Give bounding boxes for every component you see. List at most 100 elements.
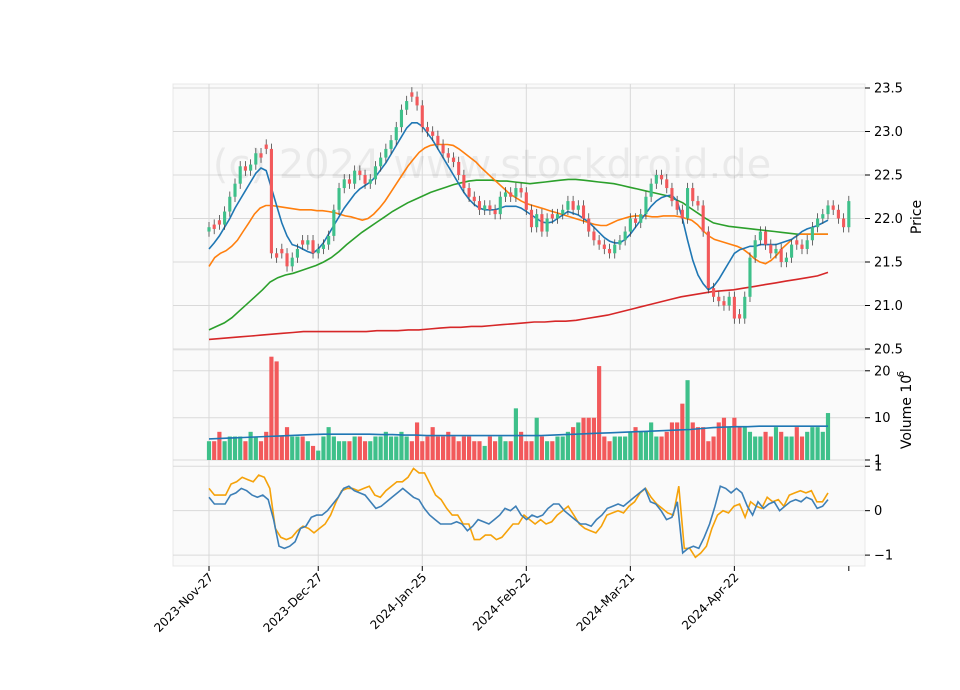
candle-body: [441, 144, 445, 154]
volume-bar: [404, 436, 409, 460]
candle-body: [384, 148, 388, 158]
candle-body: [732, 296, 736, 319]
candle-body: [212, 224, 216, 229]
volume-bar: [264, 431, 269, 460]
candle-body: [285, 253, 289, 267]
ma-200-line: [208, 271, 829, 341]
candle-body: [717, 296, 721, 302]
candle-body: [696, 201, 700, 206]
volume-bar: [420, 441, 425, 460]
volume-bar: [685, 380, 690, 460]
candle-body: [207, 227, 211, 232]
candle-body: [275, 253, 279, 258]
volume-bar: [347, 441, 352, 460]
volume-bar: [727, 427, 732, 460]
volume-bar: [597, 366, 602, 460]
candle-body: [488, 205, 492, 210]
volume-bar: [498, 436, 503, 460]
candle-body: [842, 218, 846, 228]
candle-body: [623, 231, 627, 241]
x-tick-label: 2024-Apr-22: [679, 570, 741, 632]
volume-bar: [352, 436, 357, 460]
candle-body: [457, 161, 461, 175]
volume-bar: [446, 431, 451, 460]
volume-bar: [768, 436, 773, 460]
candle-body: [431, 131, 435, 136]
candle-body: [649, 183, 653, 197]
volume-bar: [362, 441, 368, 460]
candle-body: [514, 188, 518, 197]
volume-bar: [758, 436, 763, 460]
volume-bar: [487, 436, 492, 460]
candle-body: [727, 296, 731, 306]
volume-bar: [238, 436, 243, 460]
candle-body: [254, 153, 258, 165]
volume-bar: [440, 436, 446, 460]
volume-bar: [742, 427, 747, 460]
volume-bar: [472, 441, 477, 460]
volume-bar: [394, 436, 399, 460]
candle-body: [706, 231, 710, 289]
volume-bar: [368, 441, 373, 460]
candle-body: [394, 127, 398, 141]
volume-bar: [680, 403, 685, 460]
volume-bar: [336, 441, 342, 460]
volume-bar: [274, 361, 279, 460]
volume-bar: [820, 431, 825, 460]
candle-body: [628, 218, 632, 232]
candle-body: [774, 248, 778, 254]
candle-body: [493, 209, 497, 215]
volume-bar: [295, 436, 300, 460]
osc-tick-label: 0: [874, 504, 882, 519]
volume-tick-label: 10: [874, 411, 891, 426]
candle-body: [685, 188, 690, 219]
volume-bar: [815, 427, 820, 460]
candle-body: [550, 214, 554, 219]
price-tick-label: 22.0: [874, 212, 903, 227]
volume-bar: [383, 431, 388, 460]
watermark: (c) 2024 www.stockdroid.de: [213, 142, 771, 188]
volume-bar: [716, 422, 721, 460]
candle-body: [670, 188, 674, 202]
volume-bar: [675, 422, 680, 460]
volume-bar: [388, 436, 394, 460]
volume-bar: [602, 436, 607, 460]
volume-bar: [248, 431, 253, 460]
candle-body: [321, 244, 325, 249]
candle-body: [831, 205, 835, 210]
volume-axis-exponent: 6: [896, 371, 907, 377]
candle-body: [529, 209, 534, 228]
candle-body: [337, 188, 341, 210]
candle-body: [524, 192, 528, 210]
volume-bar: [779, 431, 784, 460]
candle-body: [295, 248, 299, 258]
candle-body: [462, 175, 466, 189]
candle-body: [571, 201, 575, 210]
volume-bar: [305, 441, 310, 460]
volume-bar: [529, 441, 534, 460]
price-tick-label: 23.5: [874, 82, 903, 97]
candle-body: [847, 201, 851, 228]
candle-body: [503, 192, 508, 197]
candle-body: [602, 244, 606, 249]
candle-body: [280, 248, 284, 254]
candle-body: [680, 209, 684, 219]
volume-bar: [316, 450, 321, 460]
candle-body: [722, 301, 726, 306]
candle-body: [769, 244, 773, 254]
volume-bar: [825, 413, 831, 460]
volume-bar: [435, 436, 440, 460]
candle-body: [639, 214, 643, 223]
volume-bar: [747, 431, 753, 460]
volume-bar: [571, 427, 576, 460]
volume-bar: [409, 441, 414, 460]
volume-average-line: [208, 425, 828, 440]
candle-body: [301, 240, 305, 245]
candle-body: [779, 248, 783, 262]
candle-body: [410, 92, 414, 97]
volume-bar: [539, 436, 544, 460]
candle-body: [238, 166, 242, 184]
volume-bar: [654, 436, 659, 460]
candle-body: [363, 175, 367, 184]
candle-body: [743, 296, 747, 319]
